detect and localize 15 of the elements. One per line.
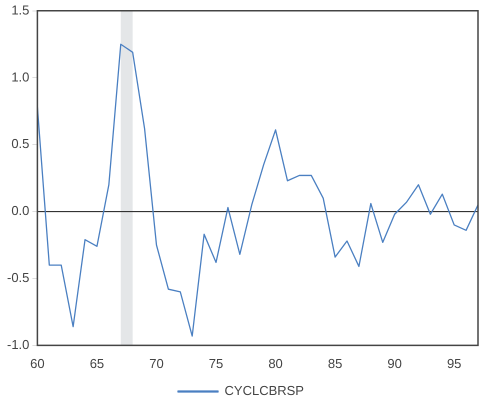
x-tick-label: 95 — [446, 356, 462, 371]
x-tick-label: 90 — [387, 356, 402, 371]
y-tick-label: 0.0 — [11, 203, 30, 218]
legend-label: CYCLCBRSP — [224, 383, 304, 398]
x-tick-label: 85 — [328, 356, 342, 371]
y-tick-label: 0.5 — [11, 136, 30, 152]
x-tick-label: 75 — [208, 356, 224, 371]
x-tick-label: 60 — [30, 356, 45, 371]
y-tick-label: 1.0 — [11, 69, 30, 84]
x-tick-label: 80 — [268, 356, 283, 371]
x-tick-label: 70 — [149, 356, 164, 371]
x-tick-label: 65 — [90, 356, 104, 371]
y-tick-label: -0.5 — [6, 270, 30, 286]
y-tick-label: -1.0 — [6, 336, 30, 352]
y-tick-label: 1.5 — [11, 2, 30, 18]
